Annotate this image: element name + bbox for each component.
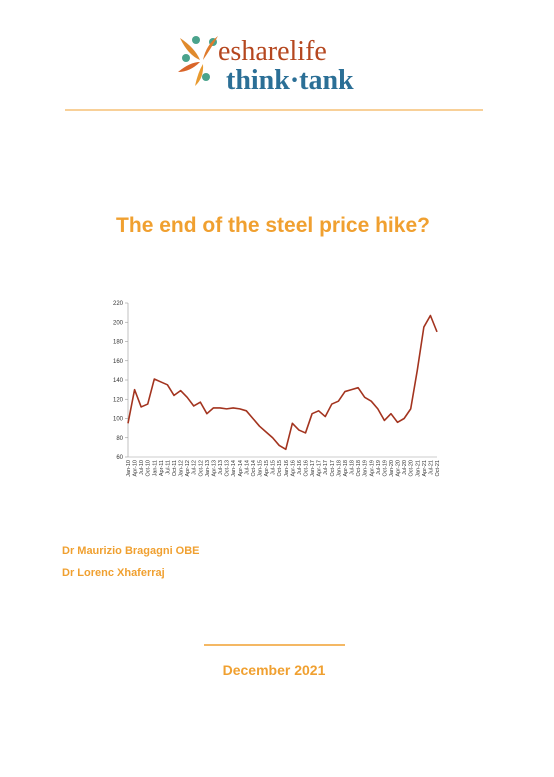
x-tick-label: Apr-16 — [290, 460, 296, 477]
x-tick-label: Jul-14 — [244, 460, 250, 475]
brand: esharelife — [218, 36, 327, 67]
x-tick-label: Jan-11 — [152, 460, 158, 476]
x-tick-label: Jan-17 — [310, 460, 316, 477]
x-tick-label: Jul-13 — [218, 460, 224, 475]
x-tick-label: Oct-14 — [251, 460, 257, 477]
x-tick-label: Jan-16 — [284, 460, 290, 477]
x-tick-label: Jul-21 — [428, 460, 434, 475]
date: December 2021 — [222, 662, 326, 678]
x-tick-label: Apr-19 — [369, 460, 375, 477]
x-tick-label: Jul-11 — [165, 460, 171, 475]
x-tick-label: Jul-20 — [402, 460, 408, 475]
x-tick-label: Apr-10 — [133, 460, 139, 477]
x-tick-label: Jul-18 — [350, 460, 356, 475]
x-tick-label: Apr-21 — [422, 460, 428, 477]
x-tick-label: Jul-15 — [271, 460, 277, 475]
x-tick-label: Oct-16 — [304, 460, 310, 477]
x-tick-label: Jul-17 — [323, 460, 329, 475]
y-tick-label: 180 — [113, 340, 124, 346]
y-tick-label: 60 — [116, 455, 123, 461]
x-tick-label: Jan-13 — [205, 460, 211, 477]
x-tick-label: Jan-18 — [336, 460, 342, 477]
y-tick-label: 160 — [113, 359, 124, 365]
x-tick-label: Jan-15 — [257, 460, 263, 477]
y-tick-label: 220 — [113, 301, 124, 307]
x-tick-label: Jan-12 — [179, 460, 185, 477]
x-tick-label: Apr-15 — [264, 460, 270, 477]
x-tick-label: Jan-19 — [363, 460, 369, 477]
x-tick-label: Oct-21 — [435, 460, 441, 477]
title: The end of the steel price hike? — [116, 214, 430, 237]
x-tick-label: Apr-14 — [238, 460, 244, 477]
x-tick-label: Jul-19 — [376, 460, 382, 475]
author: Dr Maurizio Bragagni OBE — [62, 545, 200, 557]
x-tick-label: Apr-18 — [343, 460, 349, 477]
price-line — [127, 314, 438, 451]
y-tick-label: 140 — [113, 378, 124, 384]
author: Dr Lorenc Xhaferraj — [62, 567, 165, 579]
x-tick-label: Jan-21 — [415, 460, 421, 477]
y-tick-label: 100 — [113, 417, 124, 423]
x-tick-label: Jul-12 — [192, 460, 198, 475]
x-tick-label: Oct-10 — [146, 460, 152, 477]
y-tick-label: 120 — [113, 397, 124, 403]
x-tick-label: Jul-16 — [297, 460, 303, 475]
x-tick-label: Apr-11 — [159, 460, 165, 476]
x-tick-label: Jul-10 — [139, 460, 145, 475]
x-tick-label: Oct-12 — [198, 460, 204, 477]
x-tick-label: Oct-19 — [382, 460, 388, 477]
x-tick-label: Apr-20 — [396, 460, 402, 477]
logo-icon — [178, 36, 218, 86]
x-tick-label: Oct-20 — [409, 460, 415, 477]
x-tick-label: Oct-15 — [277, 460, 283, 477]
x-tick-label: Apr-13 — [211, 460, 217, 477]
subbrand: think·tank — [226, 65, 354, 96]
x-tick-label: Jan-20 — [389, 460, 395, 477]
x-tick-label: Apr-17 — [317, 460, 323, 477]
x-tick-label: Oct-13 — [225, 460, 231, 477]
y-tick-label: 200 — [113, 320, 124, 326]
x-tick-label: Jan-10 — [126, 460, 132, 477]
x-tick-label: Jan-14 — [231, 460, 237, 477]
y-tick-label: 80 — [116, 436, 123, 442]
x-tick-label: Oct-17 — [330, 460, 336, 477]
x-tick-label: Apr-12 — [185, 460, 191, 477]
x-tick-label: Oct-11 — [172, 460, 178, 476]
x-tick-label: Oct-18 — [356, 460, 362, 477]
